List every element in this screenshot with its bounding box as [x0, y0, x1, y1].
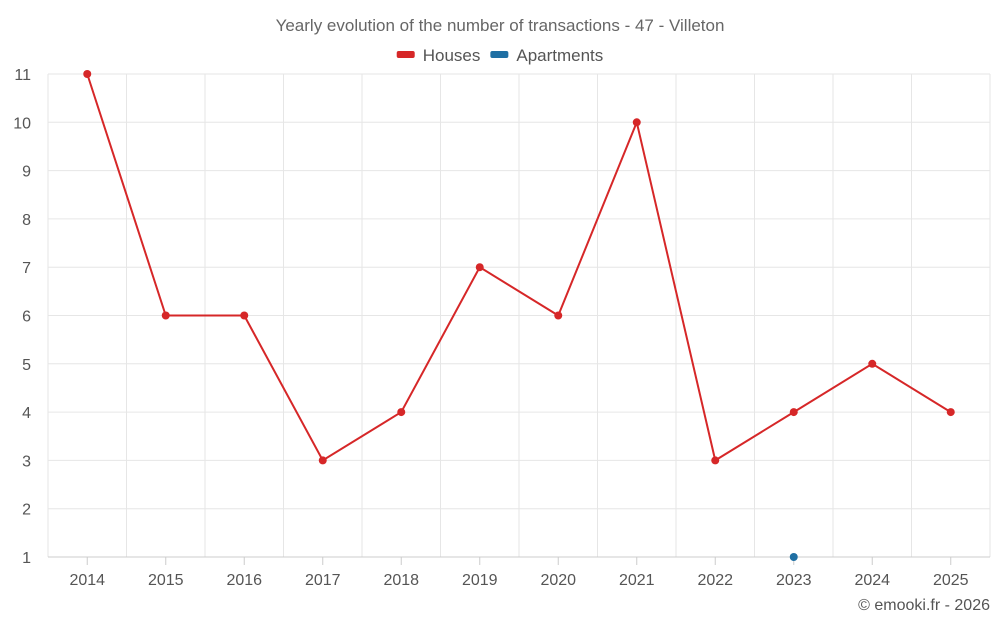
credit-text: © emooki.fr - 2026 — [858, 597, 990, 614]
y-tick-label: 6 — [22, 309, 31, 326]
legend: Houses Apartments — [396, 46, 603, 65]
data-point[interactable] — [475, 263, 484, 272]
y-tick-label: 1 — [22, 550, 31, 567]
data-point[interactable] — [161, 311, 170, 320]
data-point[interactable] — [318, 456, 327, 465]
data-point[interactable] — [240, 311, 249, 320]
y-tick-label: 9 — [22, 164, 31, 181]
x-tick-label: 2022 — [697, 572, 733, 589]
legend-swatch — [490, 51, 509, 58]
x-tick-label: 2016 — [226, 572, 262, 589]
axes: 1 2 3 4 5 6 7 8 9 10 11 2014 2015 2016 2017 2018 2019 202… — [13, 67, 990, 589]
y-tick-label: 4 — [22, 405, 31, 422]
data-point[interactable] — [632, 118, 641, 127]
x-tick-label: 2017 — [305, 572, 341, 589]
series-layer — [83, 70, 955, 561]
series-apartments — [789, 553, 798, 561]
x-tick-label: 2021 — [619, 572, 655, 589]
legend-item-houses[interactable]: Houses — [396, 46, 481, 65]
data-point[interactable] — [554, 311, 563, 320]
x-tick-label: 2014 — [69, 572, 105, 589]
x-tick-label: 2019 — [462, 572, 498, 589]
y-tick-label: 3 — [22, 453, 31, 470]
data-point[interactable] — [711, 456, 720, 465]
x-tick-label: 2018 — [383, 572, 419, 589]
legend-label: Houses — [423, 46, 481, 65]
y-tick-label: 8 — [22, 212, 31, 229]
data-point[interactable] — [946, 408, 955, 417]
chart-title: Yearly evolution of the number of transa… — [276, 16, 725, 35]
x-tick-label: 2023 — [776, 572, 812, 589]
series-houses — [83, 70, 955, 465]
y-tick-label: 7 — [22, 260, 31, 277]
legend-swatch — [396, 51, 415, 58]
legend-item-apartments[interactable]: Apartments — [490, 46, 603, 65]
data-point[interactable] — [789, 408, 798, 417]
y-tick-label: 11 — [14, 67, 31, 84]
y-tick-label: 5 — [22, 357, 31, 374]
legend-label: Apartments — [516, 46, 603, 65]
x-tick-label: 2024 — [854, 572, 890, 589]
y-tick-label: 10 — [13, 115, 31, 132]
x-tick-label: 2015 — [148, 572, 184, 589]
data-point[interactable] — [789, 553, 798, 561]
data-point[interactable] — [397, 408, 406, 417]
y-tick-label: 2 — [22, 502, 31, 519]
data-point[interactable] — [868, 359, 877, 368]
x-tick-label: 2020 — [540, 572, 576, 589]
series-line — [86, 73, 952, 462]
x-tick-label: 2025 — [933, 572, 969, 589]
data-point[interactable] — [83, 70, 92, 78]
